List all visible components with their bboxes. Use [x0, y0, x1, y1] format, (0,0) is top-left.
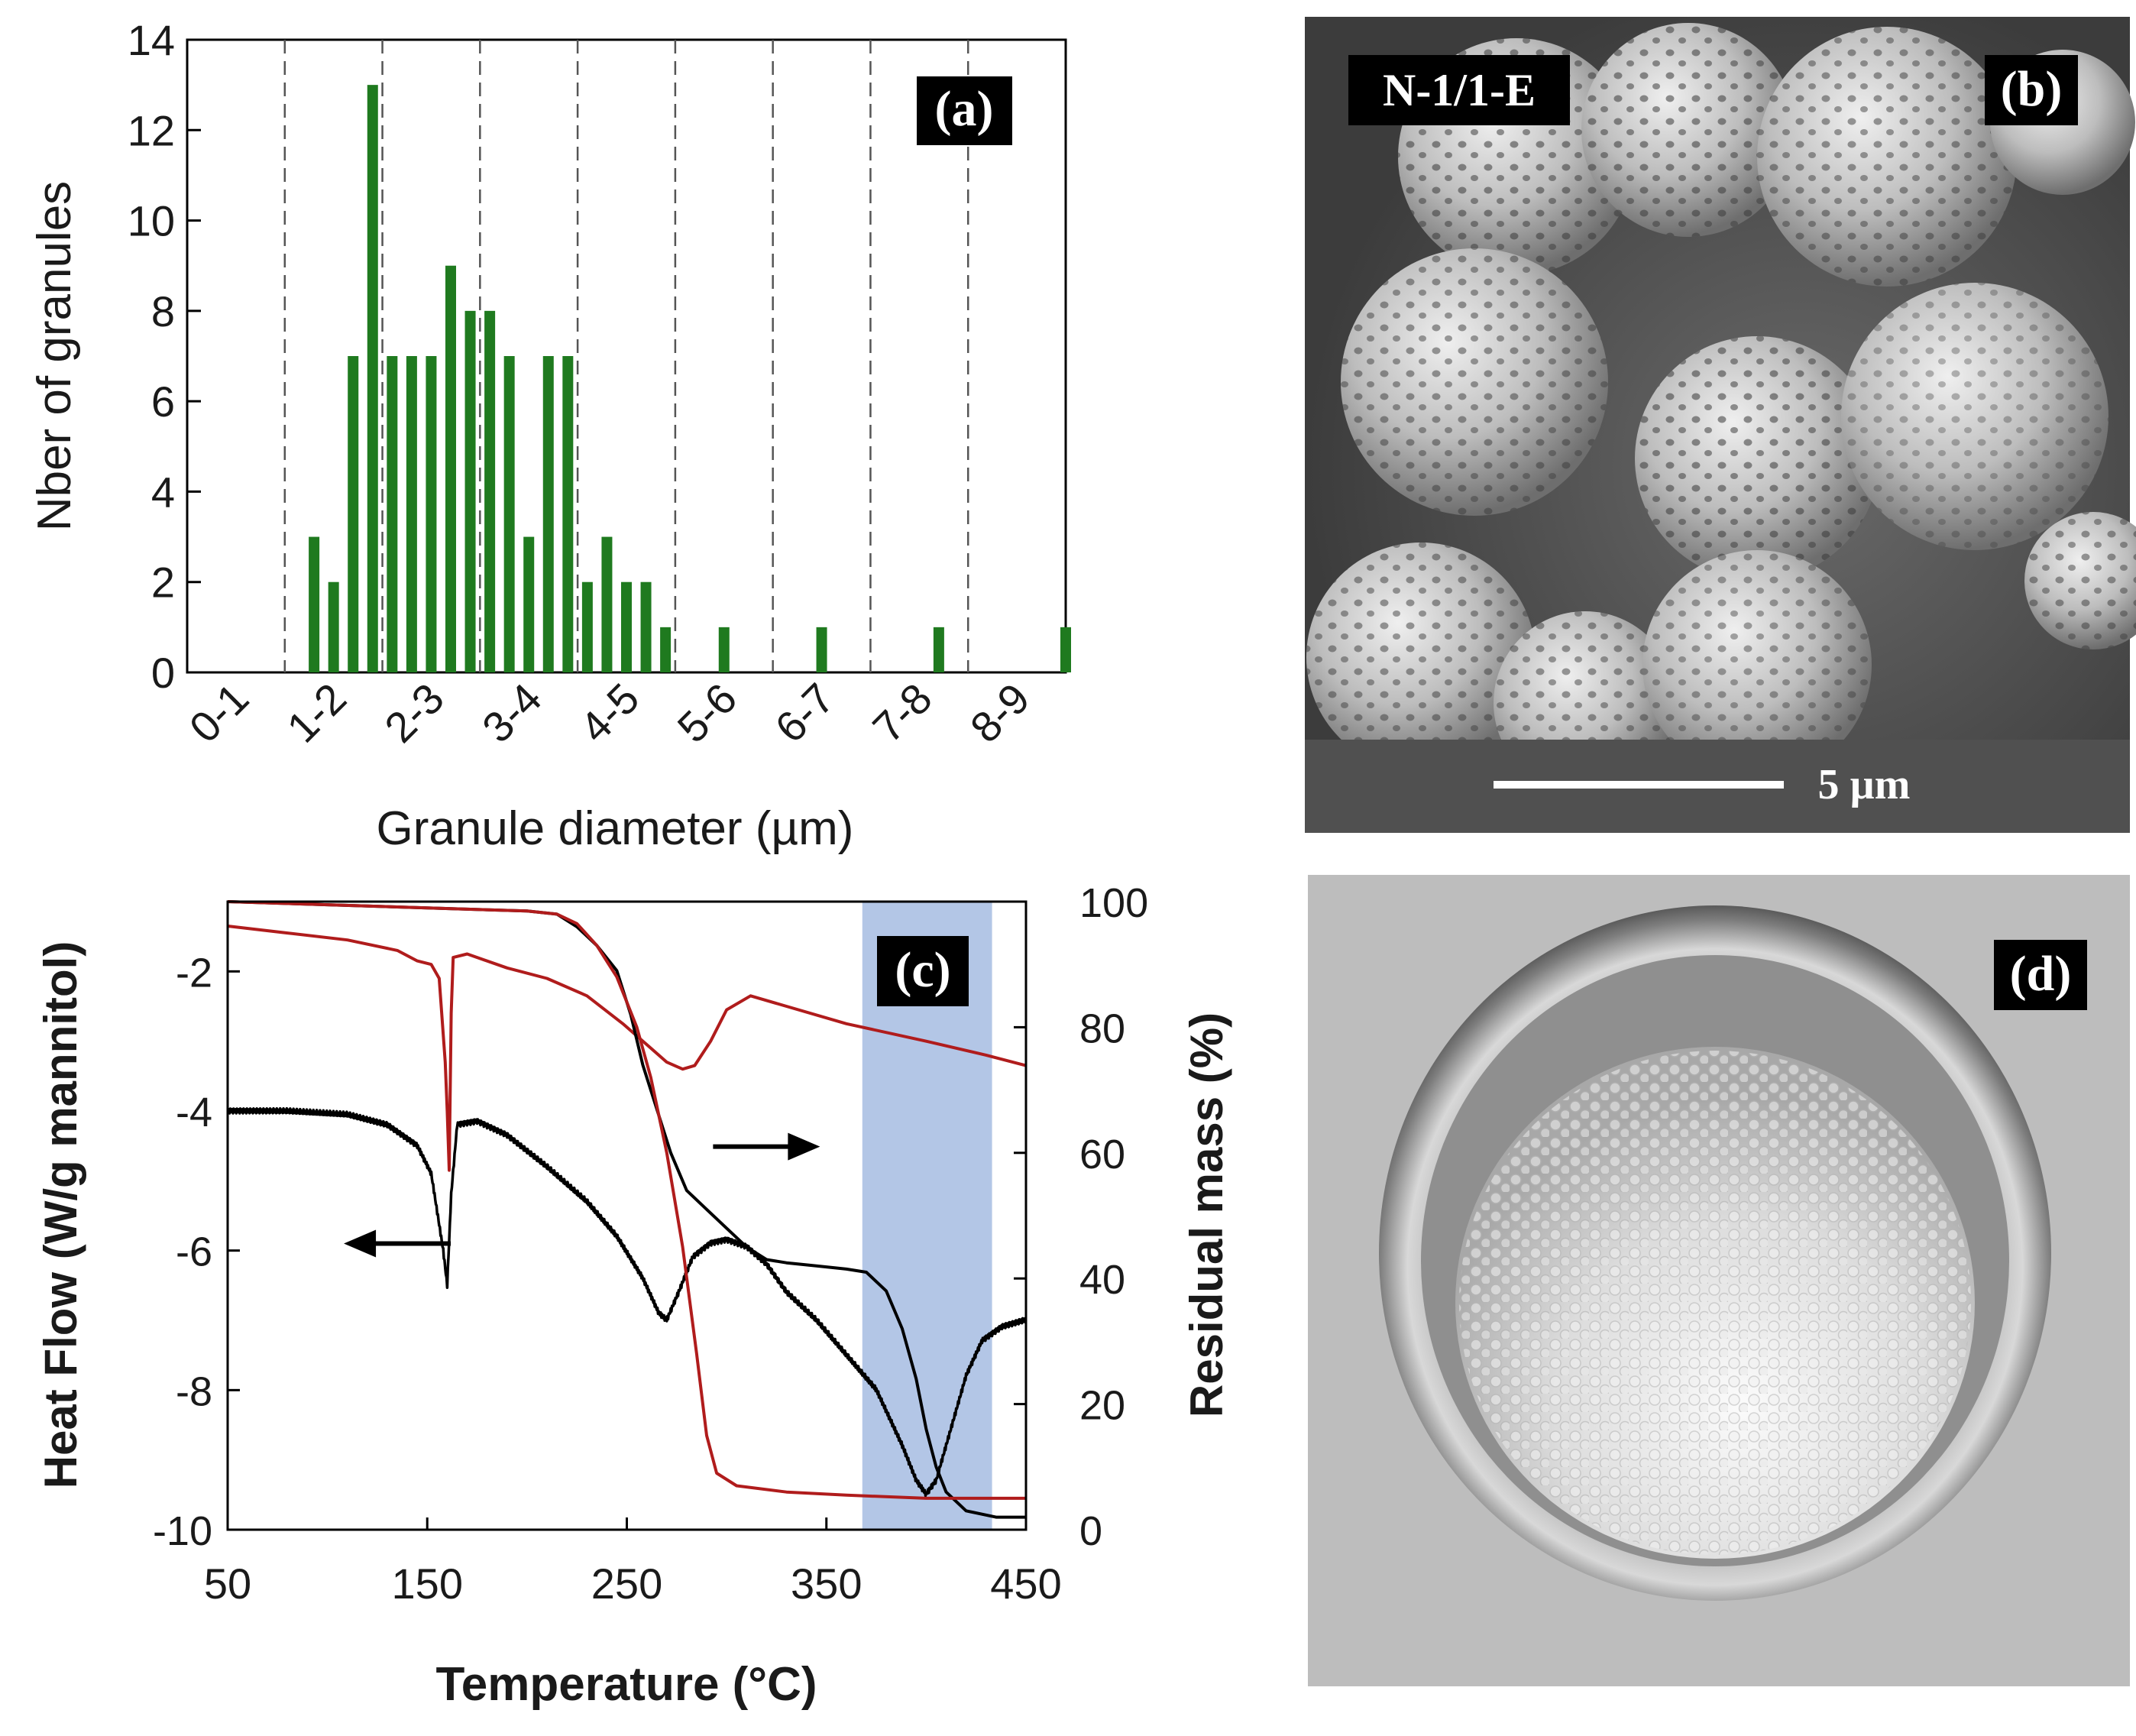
histogram-bar [933, 627, 944, 672]
x-tick-label: 250 [591, 1559, 662, 1608]
photo-panel-d: (d) [1308, 875, 2130, 1686]
arrow-right [713, 1132, 820, 1161]
histogram-bar [621, 581, 632, 672]
x-tick-label: 3-4 [473, 674, 551, 752]
x-axis-title-a: Granule diameter (µm) [377, 802, 854, 855]
y-tick-label: 14 [128, 16, 175, 64]
x-tick-label: 350 [791, 1559, 862, 1608]
y2-tick-label: 40 [1079, 1257, 1125, 1303]
panel-label-a-box [917, 76, 1012, 145]
histogram-bar [542, 356, 554, 672]
sample-label: N-1/1-E [1383, 65, 1536, 115]
histogram-bar [406, 356, 417, 672]
histogram-bar [367, 85, 378, 672]
y-tick-label: -10 [153, 1508, 212, 1554]
histogram-bar [640, 581, 652, 672]
histogram-bar [503, 356, 515, 672]
y-tick-label: -6 [176, 1229, 212, 1275]
x-axis-tick-labels-a: 0-1 1-2 2-3 3-4 4-5 5-6 6-7 7-8 8-9 [180, 674, 1039, 752]
panel-label-d-box [1994, 940, 2087, 1010]
curve-left [226, 1106, 1028, 1498]
y-axis-title-c: Heat Flow (W/g mannitol) [35, 941, 86, 1489]
histogram-bar [426, 356, 437, 672]
panel-label-a: (a) [935, 81, 994, 137]
porous-granules [1306, 23, 2136, 795]
y-tick-label: -4 [176, 1090, 212, 1135]
thermal-curves [226, 900, 1028, 1519]
histogram-bar [464, 310, 476, 672]
y-tick-label: 12 [128, 106, 175, 154]
panel-label-b: (b) [2001, 61, 2063, 117]
curve-right [227, 900, 1026, 1500]
scale-bar-label: 5 µm [1818, 761, 1911, 808]
y-tick-label: -2 [176, 950, 212, 996]
histogram-bar [445, 265, 456, 672]
arrow-left [344, 1229, 451, 1258]
y2-tick-label: 20 [1079, 1383, 1125, 1429]
histogram-bar [816, 627, 827, 672]
x-tick-label: 50 [204, 1559, 251, 1608]
sample-pan-granules [1459, 1051, 1971, 1555]
y-tick-label: 6 [151, 377, 175, 426]
y-tick-label: 8 [151, 287, 175, 335]
right-axis-ticks-c: 0 20 40 60 80 100 [1014, 880, 1148, 1554]
y-tick-label: 0 [151, 649, 175, 697]
x-tick-label: 5-6 [668, 674, 746, 752]
panel-label-b-box [1985, 55, 2078, 125]
histogram-bar [523, 536, 535, 672]
histogram-bar [484, 310, 496, 672]
y-tick-label: 4 [151, 468, 175, 516]
histogram-bar [562, 356, 574, 672]
y-tick-label: 2 [151, 559, 175, 607]
x-tick-label: 450 [990, 1559, 1061, 1608]
panel-label-c: (c) [895, 942, 950, 998]
histogram-bar [348, 356, 359, 672]
bin-boundary-gridlines [283, 40, 969, 672]
y2-tick-label: 60 [1079, 1132, 1125, 1177]
x-tick-label: 7-8 [863, 674, 941, 752]
x-tick-label: 150 [392, 1559, 463, 1608]
sem-image-panel-b: 5 µm N-1/1-E (b) [1305, 17, 2136, 833]
x-tick-label: 1-2 [277, 674, 355, 752]
x-tick-label: 6-7 [765, 674, 843, 752]
curve-left [227, 925, 1027, 1172]
left-axis-ticks-c: -10 -8 -6 -4 -2 [153, 950, 240, 1554]
y2-axis-title-c: Residual mass (%) [1181, 1012, 1232, 1417]
histogram-bar [328, 581, 339, 672]
y-axis-title-a: Nber of granules [28, 181, 81, 531]
x-tick-label: 0-1 [180, 674, 258, 752]
panel-label-c-box [877, 936, 969, 1006]
histogram-bar [581, 581, 593, 672]
y2-tick-label: 0 [1079, 1508, 1102, 1554]
histogram-bar [387, 356, 398, 672]
histogram-bar [1060, 627, 1071, 672]
curve-right [227, 900, 1026, 1519]
x-tick-label: 8-9 [961, 674, 1039, 752]
y-tick-label: 10 [128, 197, 175, 245]
histogram-bar [660, 627, 672, 672]
y-axis-ticks-a: 0 2 4 6 8 10 12 14 [128, 16, 201, 697]
x-axis-ticks-c: 50 150 250 350 450 [204, 1517, 1062, 1608]
x-axis-title-c: Temperature (°C) [435, 1658, 817, 1711]
y-tick-label: -8 [176, 1368, 212, 1414]
x-tick-label: 2-3 [375, 674, 453, 752]
x-tick-label: 4-5 [571, 674, 649, 752]
histogram-bar [601, 536, 613, 672]
scale-bar [1494, 781, 1784, 789]
sample-label-box [1348, 55, 1570, 125]
panel-label-d: (d) [2010, 946, 2072, 1002]
axis-arrows [344, 1132, 820, 1258]
histogram-bar [718, 627, 730, 672]
histogram-bars [309, 85, 1071, 672]
y2-tick-label: 100 [1079, 880, 1148, 926]
histogram-bar [309, 536, 320, 672]
y2-tick-label: 80 [1079, 1006, 1125, 1051]
